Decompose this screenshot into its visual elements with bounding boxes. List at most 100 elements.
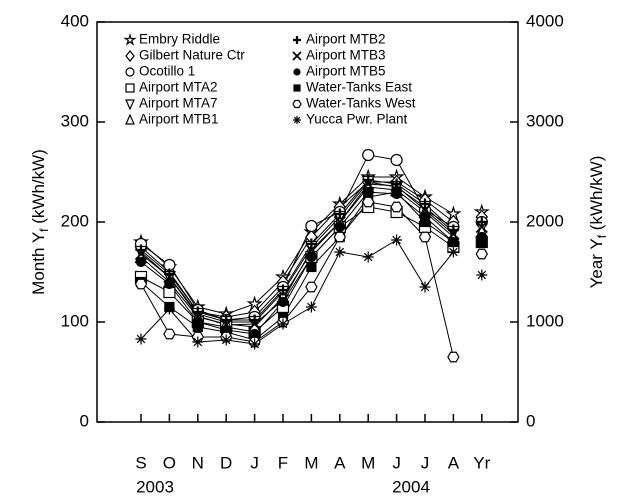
- y-tick-label: 200: [61, 211, 89, 230]
- x-tick-label: J: [250, 453, 259, 472]
- marker: [390, 153, 403, 167]
- legend-label: Ocotillo 1: [139, 64, 195, 79]
- legend-marker: [125, 50, 135, 62]
- marker: [476, 216, 488, 228]
- marker: [306, 261, 317, 273]
- series-line: [140, 179, 454, 321]
- marker: [277, 296, 289, 308]
- y2-tick-label: 2000: [526, 211, 564, 230]
- marker: [418, 231, 432, 243]
- marker: [135, 256, 147, 268]
- marker: [334, 246, 346, 258]
- label-part: (kWh/kW): [587, 156, 606, 235]
- x-tick-label: A: [448, 453, 460, 472]
- marker: [334, 221, 345, 233]
- year-label: 2004: [392, 477, 430, 496]
- marker: [362, 148, 375, 162]
- y-tick-label: 400: [61, 11, 89, 30]
- legend-marker: [293, 68, 301, 76]
- x-tick-label: S: [135, 453, 146, 472]
- legend-label: Airport MTB1: [139, 112, 219, 127]
- x-tick-label: Yr: [473, 453, 490, 472]
- label-part: Year Y: [587, 238, 606, 288]
- legend-marker: [292, 99, 302, 109]
- year-label: 2003: [136, 477, 174, 496]
- marker: [249, 338, 261, 350]
- legend-label: Gilbert Nature Ctr: [139, 48, 245, 63]
- marker: [163, 328, 176, 340]
- y2-tick-label: 4000: [526, 11, 564, 30]
- legend-marker: [125, 99, 135, 111]
- x-tick-label: A: [334, 453, 346, 472]
- legend-marker: [293, 36, 301, 44]
- marker: [390, 201, 403, 213]
- x-tick-label: N: [192, 453, 204, 472]
- legend-label: Water-Tanks West: [306, 96, 416, 111]
- marker: [476, 269, 488, 281]
- legend-label: Water-Tanks East: [306, 80, 412, 95]
- marker: [362, 251, 374, 263]
- label-subscript: f: [595, 234, 609, 238]
- marker: [248, 317, 261, 331]
- marker: [419, 281, 431, 293]
- legend-label: Airport MTA2: [139, 80, 218, 95]
- x-tick-label: J: [392, 453, 401, 472]
- marker: [192, 336, 204, 348]
- y-tick-label: 300: [61, 111, 89, 130]
- x-tick-label: J: [421, 453, 430, 472]
- legend-marker: [125, 83, 135, 93]
- series-line: [140, 191, 454, 335]
- label-part: Month Y: [29, 232, 48, 295]
- y2-tick-label: 3000: [526, 111, 564, 130]
- marker: [475, 220, 488, 234]
- legend-label: Airport MTB2: [306, 32, 386, 47]
- legend-label: Yucca Pwr. Plant: [306, 112, 408, 127]
- y-tick-label: 100: [61, 311, 89, 330]
- marker: [305, 238, 317, 250]
- y2-tick-label: 0: [526, 411, 535, 430]
- x-tick-label: M: [304, 453, 318, 472]
- legend-marker: [293, 116, 301, 124]
- marker: [163, 303, 175, 315]
- marker: [476, 236, 487, 248]
- marker: [306, 251, 317, 263]
- marker: [447, 246, 459, 258]
- y2-axis-label: Year Yf (kWh/kW): [587, 156, 609, 289]
- marker: [134, 247, 148, 261]
- marker: [220, 334, 232, 346]
- legend-label: Embry Riddle: [139, 32, 220, 47]
- marker: [192, 321, 203, 333]
- legend-label: Airport MTB3: [306, 48, 386, 63]
- marker: [134, 278, 148, 290]
- marker: [305, 301, 317, 313]
- marker: [333, 231, 346, 243]
- legend-marker: [292, 51, 302, 61]
- marker: [391, 186, 402, 198]
- series-line: [140, 191, 454, 341]
- y2-tick-label: 1000: [526, 311, 564, 330]
- x-tick-label: O: [163, 453, 176, 472]
- marker: [419, 216, 431, 228]
- x-tick-label: F: [278, 453, 288, 472]
- legend-marker: [123, 32, 137, 46]
- marker: [447, 351, 460, 363]
- legend-label: Airport MTB5: [306, 64, 386, 79]
- marker: [362, 177, 375, 191]
- marker: [391, 234, 403, 246]
- marker: [448, 236, 459, 248]
- marker: [305, 281, 318, 293]
- x-tick-label: M: [361, 453, 375, 472]
- marker: [475, 248, 488, 260]
- legend-label: Airport MTA7: [139, 96, 218, 111]
- marker: [305, 219, 318, 233]
- marker: [334, 208, 346, 220]
- marker: [362, 196, 375, 208]
- series-line: [140, 154, 454, 321]
- y-tick-label: 0: [80, 411, 89, 430]
- y-axis-label: Month Yf (kWh/kW): [29, 149, 51, 295]
- legend-marker: [125, 113, 135, 125]
- marker: [277, 318, 289, 330]
- label-subscript: f: [37, 228, 51, 232]
- marker: [419, 198, 431, 210]
